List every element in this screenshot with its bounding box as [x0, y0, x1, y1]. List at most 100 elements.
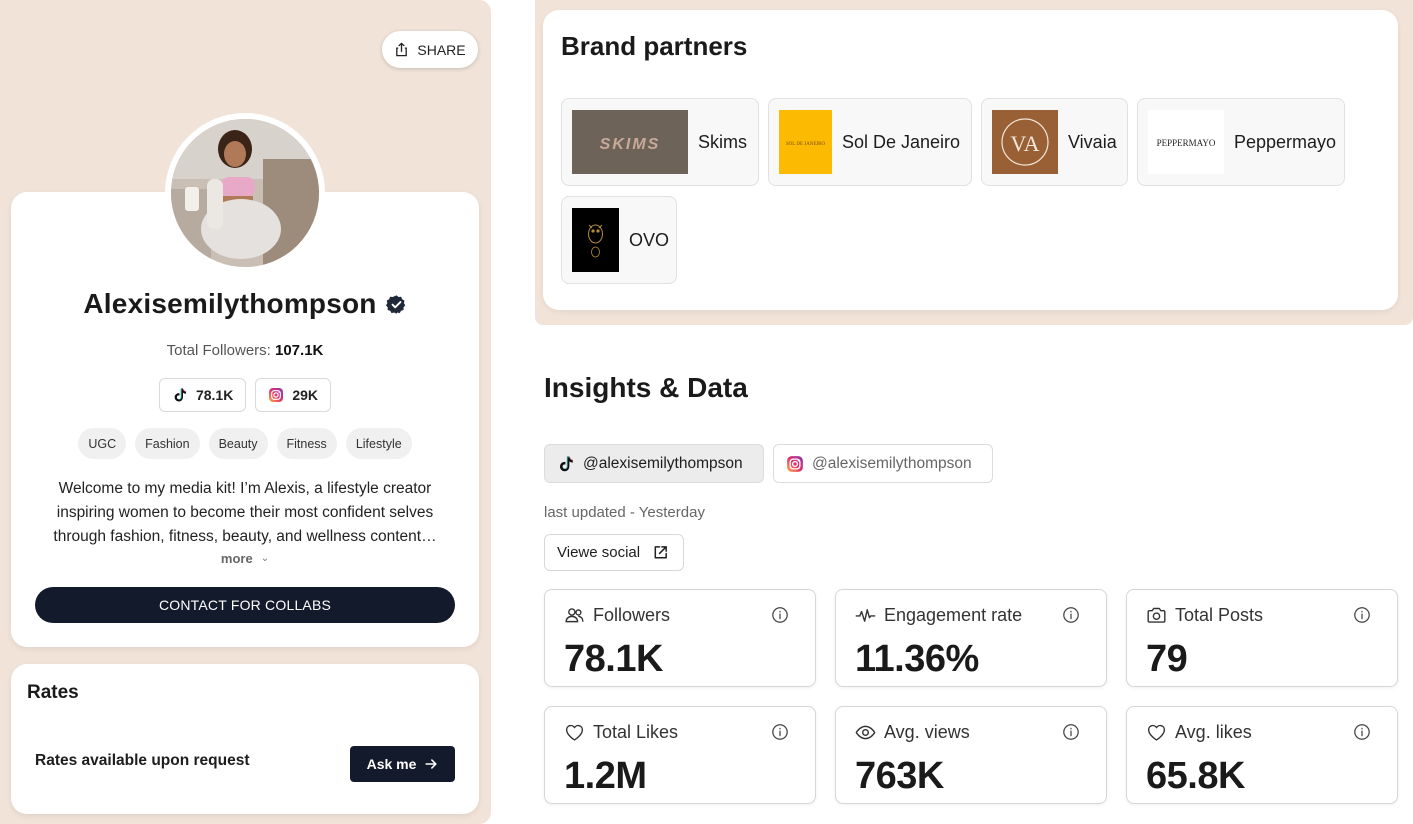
- info-icon[interactable]: [1062, 606, 1080, 624]
- stat-header: Total Posts: [1146, 605, 1263, 626]
- stat-label: Total Likes: [593, 722, 679, 742]
- peppermayo-logo-text: PEPPERMAYO: [1157, 138, 1216, 148]
- brand-tile-vivaia[interactable]: VA Vivaia: [981, 98, 1128, 186]
- last-updated-text: last updated - Yesterday: [544, 504, 705, 521]
- tiktok-count: 78.1K: [195, 387, 234, 403]
- ask-me-label: Ask me: [366, 756, 417, 772]
- insights-title: Insights & Data: [544, 372, 748, 403]
- stat-card-avg-likes: Avg. likes 65.8K: [1126, 706, 1398, 804]
- stat-card-total-posts: Total Posts 79: [1126, 589, 1398, 687]
- stat-value: 1.2M: [564, 755, 647, 797]
- brand-name: OVO: [629, 229, 670, 250]
- stat-card-avg-views: Avg. views 763K: [835, 706, 1107, 804]
- total-followers: Total Followers: 107.1K: [11, 342, 479, 359]
- avatar-photo: [171, 119, 319, 267]
- instagram-icon: [787, 455, 803, 472]
- camera-icon: [1147, 607, 1166, 623]
- brand-name: Peppermayo: [1234, 131, 1337, 152]
- rates-text: Rates available upon request: [35, 752, 250, 769]
- brand-name: Sol De Janeiro: [842, 131, 961, 152]
- stat-value: 65.8K: [1146, 755, 1245, 797]
- stat-header: Avg. views: [855, 722, 970, 743]
- tag-fashion: Fashion: [135, 428, 200, 459]
- users-icon: [565, 608, 584, 623]
- rates-title: Rates: [27, 682, 79, 703]
- tag-fitness: Fitness: [276, 428, 337, 459]
- heart-icon: [1147, 724, 1166, 741]
- stat-label: Avg. views: [884, 722, 970, 742]
- profile-panel: SHARE Alexisemilythompson: [0, 0, 491, 824]
- share-button[interactable]: SHARE: [382, 31, 478, 68]
- tag-ugc: UGC: [78, 428, 127, 459]
- more-toggle[interactable]: more ⌄: [11, 551, 479, 566]
- brand-name: Vivaia: [1068, 131, 1117, 152]
- instagram-handle: @alexisemilythompson: [812, 454, 972, 472]
- heart-icon: [565, 724, 584, 741]
- stat-value: 78.1K: [564, 638, 663, 680]
- stat-label: Total Posts: [1175, 605, 1264, 625]
- creator-name: Alexisemilythompson: [83, 288, 377, 319]
- eye-icon: [855, 725, 876, 740]
- total-followers-value: 107.1K: [275, 342, 324, 359]
- tiktok-icon: [174, 388, 186, 402]
- info-icon[interactable]: [1062, 723, 1080, 741]
- tag-beauty: Beauty: [208, 428, 268, 459]
- stat-value: 79: [1146, 638, 1188, 680]
- brand-partners-section: Brand partners SKIMS Skims SOL DE JANEIR…: [535, 0, 1413, 325]
- share-label: SHARE: [417, 41, 466, 58]
- tab-tiktok-handle[interactable]: @alexisemilythompson: [544, 444, 764, 483]
- sol-logo-text: SOL DE JANEIRO: [786, 142, 826, 147]
- activity-icon: [855, 609, 876, 622]
- stat-value: 763K: [855, 755, 944, 797]
- vivaia-logo: VA: [992, 110, 1058, 174]
- info-icon[interactable]: [771, 606, 789, 624]
- stat-label: Avg. likes: [1175, 722, 1252, 742]
- sol-de-janeiro-logo: SOL DE JANEIRO: [779, 110, 832, 174]
- brand-tile-peppermayo[interactable]: PEPPERMAYO Peppermayo: [1137, 98, 1345, 186]
- peppermayo-logo: PEPPERMAYO: [1148, 110, 1224, 174]
- share-icon: [396, 42, 408, 57]
- rates-card: Rates Rates available upon request Ask m…: [11, 664, 479, 814]
- view-social-button[interactable]: Viewe social: [544, 534, 684, 571]
- stat-value: 11.36%: [855, 638, 979, 680]
- more-label: more: [220, 551, 253, 566]
- tiktok-count-pill[interactable]: 78.1K: [158, 378, 247, 412]
- stat-label: Followers: [593, 605, 671, 625]
- total-followers-label: Total Followers:: [166, 342, 271, 359]
- tab-instagram-handle[interactable]: @alexisemilythompson: [773, 444, 993, 483]
- brand-tile-skims[interactable]: SKIMS Skims: [561, 98, 759, 186]
- info-icon[interactable]: [1353, 723, 1371, 741]
- tiktok-icon: [559, 456, 573, 471]
- name-row: Alexisemilythompson: [11, 288, 479, 320]
- chevron-down-icon: ⌄: [260, 553, 270, 564]
- stat-header: Engagement rate: [855, 605, 1022, 626]
- verified-badge-icon: [385, 294, 407, 315]
- brand-tile-sol-de-janeiro[interactable]: SOL DE JANEIRO Sol De Janeiro: [768, 98, 972, 186]
- brand-name: Skims: [698, 131, 747, 152]
- tag-lifestyle: Lifestyle: [345, 428, 412, 459]
- stat-card-followers: Followers 78.1K: [544, 589, 816, 687]
- skims-logo: SKIMS: [572, 110, 688, 174]
- skims-logo-text: SKIMS: [600, 136, 661, 153]
- stat-card-total-likes: Total Likes 1.2M: [544, 706, 816, 804]
- arrow-right-icon: [425, 759, 438, 769]
- stat-card-engagement-rate: Engagement rate 11.36%: [835, 589, 1107, 687]
- info-icon[interactable]: [1353, 606, 1371, 624]
- category-tags: UGC Fashion Beauty Fitness Lifestyle: [11, 428, 479, 459]
- stat-header: Total Likes: [564, 722, 678, 743]
- contact-for-collabs-button[interactable]: CONTACT FOR COLLABS: [35, 587, 455, 623]
- vivaia-logo-text: VA: [1011, 131, 1040, 156]
- info-icon[interactable]: [771, 723, 789, 741]
- instagram-icon: [269, 388, 284, 402]
- tiktok-handle: @alexisemilythompson: [583, 454, 743, 472]
- view-social-label: Viewe social: [557, 544, 641, 561]
- social-counts: 78.1K 29K: [11, 378, 479, 412]
- instagram-count: 29K: [292, 387, 319, 403]
- ask-me-button[interactable]: Ask me: [350, 746, 455, 782]
- instagram-count-pill[interactable]: 29K: [255, 378, 332, 412]
- avatar: [165, 113, 325, 273]
- stat-header: Avg. likes: [1146, 722, 1252, 743]
- brand-tile-ovo[interactable]: OVO: [561, 196, 677, 284]
- stat-header: Followers: [564, 605, 670, 626]
- bio-text: Welcome to my media kit! I’m Alexis, a l…: [53, 480, 437, 545]
